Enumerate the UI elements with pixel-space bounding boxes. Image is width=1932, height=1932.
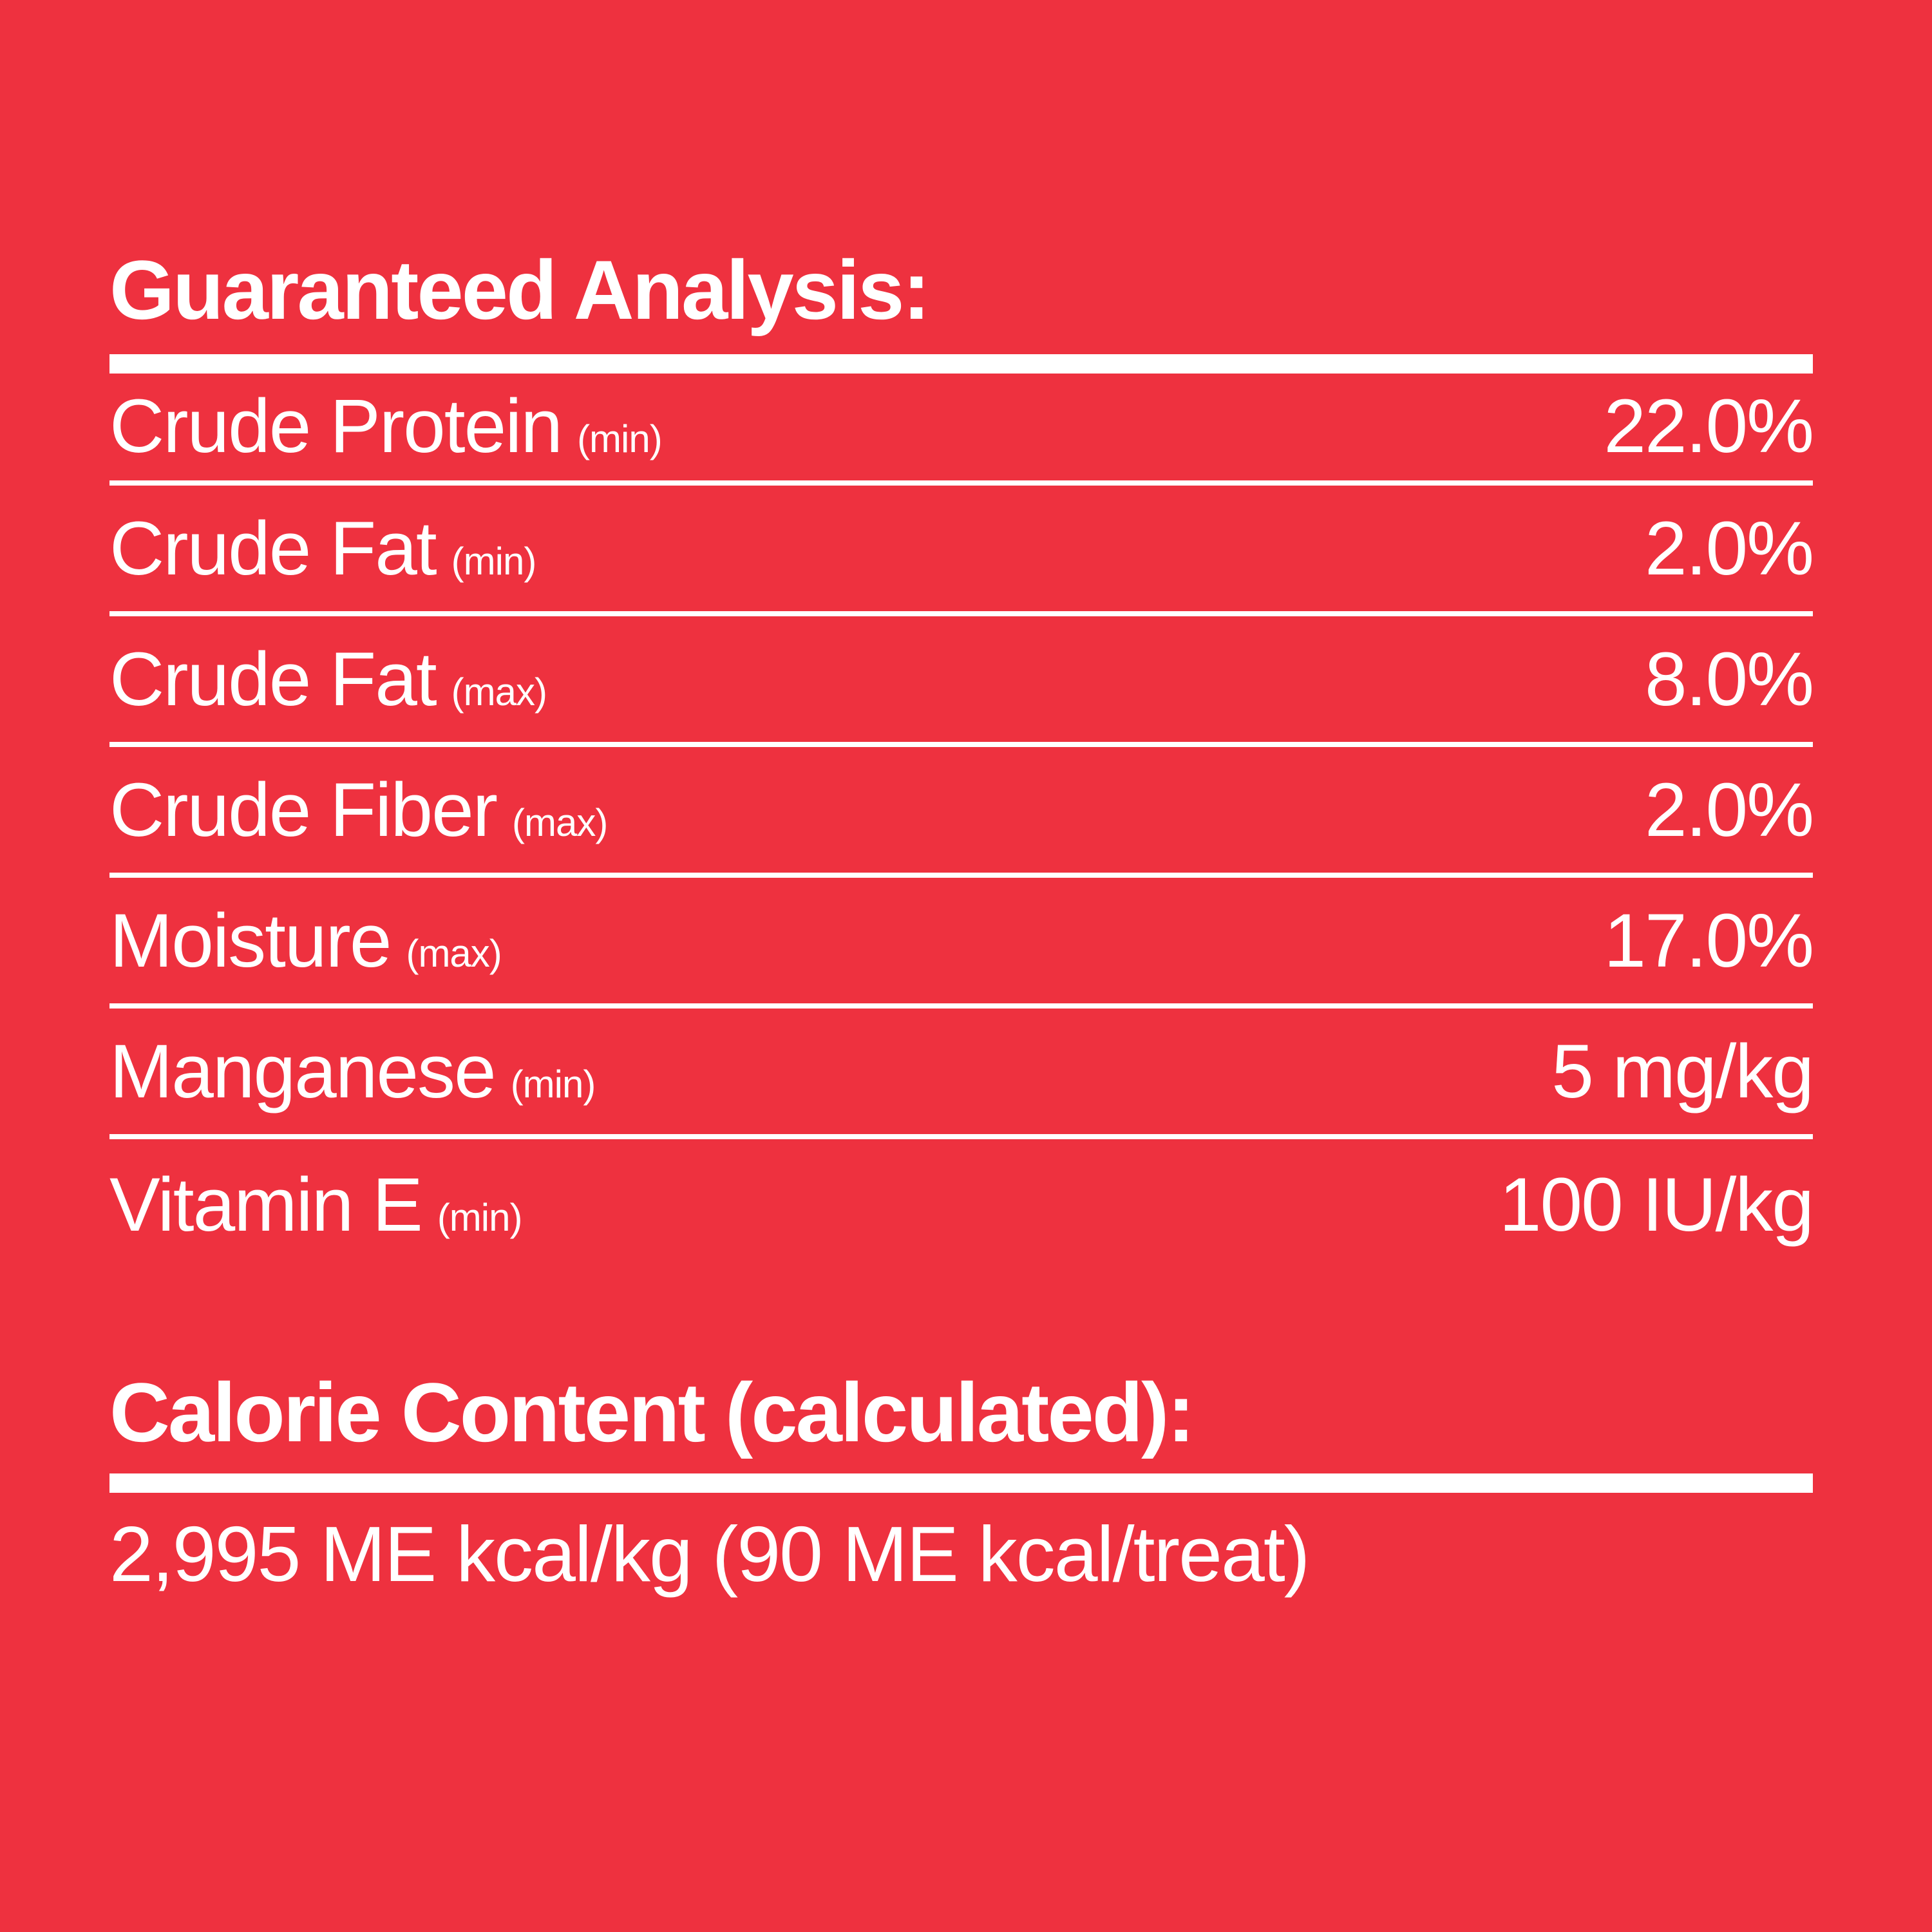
nutrient-label: Crude Fiber bbox=[109, 767, 498, 853]
nutrient-value: 8.0% bbox=[1645, 636, 1814, 722]
table-row: Crude Fiber (max) 2.0% bbox=[109, 747, 1814, 878]
nutrient-name: Manganese (min) bbox=[109, 1034, 596, 1110]
nutrient-label: Vitamin E bbox=[109, 1162, 423, 1247]
nutrient-value: 2.0% bbox=[1645, 506, 1814, 591]
nutrient-qualifier: (min) bbox=[577, 417, 663, 460]
nutrient-value: 17.0% bbox=[1604, 898, 1814, 983]
guaranteed-analysis-rule bbox=[109, 354, 1813, 374]
nutrient-qualifier: (min) bbox=[451, 539, 537, 583]
nutrient-qualifier: (max) bbox=[451, 670, 547, 714]
calorie-content-title: Calorie Content (calculated): bbox=[109, 1365, 1195, 1459]
table-row: Vitamin E (min) 100 IU/kg bbox=[109, 1139, 1814, 1270]
nutrient-value: 5 mg/kg bbox=[1551, 1028, 1814, 1114]
nutrient-value: 22.0% bbox=[1604, 384, 1814, 469]
table-row: Manganese (min) 5 mg/kg bbox=[109, 1009, 1814, 1139]
table-row: Crude Fat (max) 8.0% bbox=[109, 616, 1814, 747]
nutrient-label: Crude Fat bbox=[109, 636, 437, 722]
guaranteed-analysis-table: Crude Protein (min) 22.0% Crude Fat (min) … bbox=[109, 372, 1814, 1270]
nutrient-name: Crude Fiber (max) bbox=[109, 772, 608, 848]
nutrient-qualifier: (min) bbox=[437, 1195, 523, 1239]
nutrient-name: Moisture (max) bbox=[109, 903, 502, 979]
nutrient-name: Crude Protein (min) bbox=[109, 388, 663, 464]
guaranteed-analysis-title: Guaranteed Analysis: bbox=[109, 243, 931, 337]
table-row: Crude Fat (min) 2.0% bbox=[109, 486, 1814, 616]
nutrient-qualifier: (min) bbox=[510, 1062, 596, 1106]
calorie-content-rule bbox=[109, 1473, 1813, 1493]
nutrient-label: Crude Protein bbox=[109, 384, 563, 469]
table-row: Crude Protein (min) 22.0% bbox=[109, 372, 1814, 486]
nutrient-qualifier: (max) bbox=[512, 800, 608, 844]
nutrient-name: Crude Fat (min) bbox=[109, 511, 536, 587]
nutrient-value: 100 IU/kg bbox=[1499, 1162, 1814, 1247]
nutrient-label: Crude Fat bbox=[109, 506, 437, 591]
nutrient-value: 2.0% bbox=[1645, 767, 1814, 853]
table-row: Moisture (max) 17.0% bbox=[109, 878, 1814, 1009]
calorie-content-value: 2,995 ME kcal/kg (90 ME kcal/treat) bbox=[109, 1510, 1310, 1598]
nutrient-qualifier: (max) bbox=[406, 931, 502, 975]
nutrient-name: Crude Fat (max) bbox=[109, 641, 547, 717]
nutrient-label: Moisture bbox=[109, 898, 392, 983]
nutrient-name: Vitamin E (min) bbox=[109, 1167, 522, 1243]
nutrient-label: Manganese bbox=[109, 1028, 497, 1114]
